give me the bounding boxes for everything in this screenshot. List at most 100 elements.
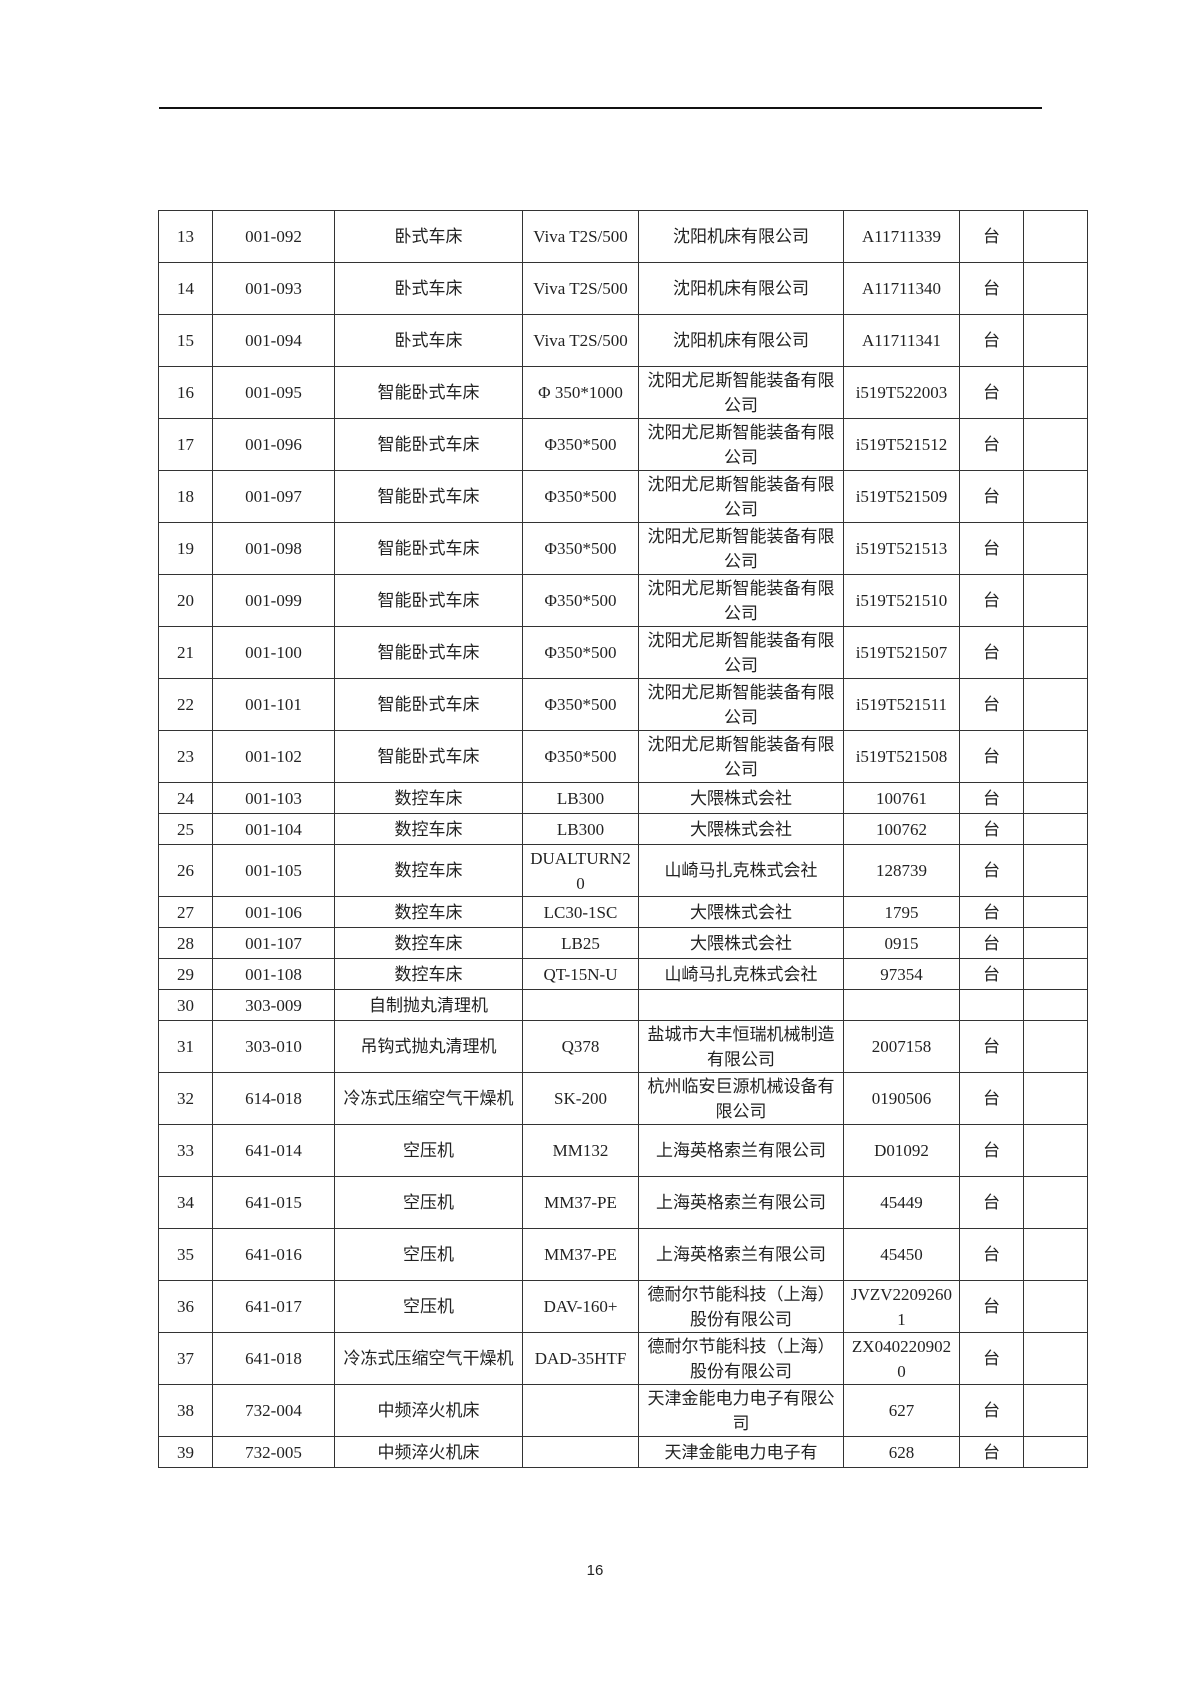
table-cell: 001-100 — [212, 626, 335, 679]
table-cell: Φ350*500 — [522, 730, 639, 783]
table-cell: 23 — [158, 730, 213, 783]
table-cell: Viva T2S/500 — [522, 262, 639, 315]
table-cell: 100762 — [843, 813, 960, 845]
table-cell: 45449 — [843, 1176, 960, 1229]
table-cell: 36 — [158, 1280, 213, 1333]
table-cell: 智能卧式车床 — [334, 730, 523, 783]
table-cell: 山崎马扎克株式会社 — [638, 958, 844, 990]
table-cell — [959, 989, 1024, 1021]
table-cell: 台 — [959, 314, 1024, 367]
table-cell: 732-004 — [212, 1384, 335, 1437]
table-cell: 2007158 — [843, 1020, 960, 1073]
table-cell: 001-104 — [212, 813, 335, 845]
table-cell: 15 — [158, 314, 213, 367]
table-cell — [1023, 896, 1088, 928]
table-cell — [1023, 1020, 1088, 1073]
table-cell: LB300 — [522, 782, 639, 814]
table-cell — [1023, 470, 1088, 523]
table-cell: 沈阳尤尼斯智能装备有限公司 — [638, 418, 844, 471]
table-cell: 001-092 — [212, 210, 335, 263]
table-cell: DAD-35HTF — [522, 1332, 639, 1385]
table-cell: 沈阳尤尼斯智能装备有限公司 — [638, 470, 844, 523]
table-cell: 台 — [959, 1384, 1024, 1437]
table-cell: 中频淬火机床 — [334, 1436, 523, 1468]
table-cell: 德耐尔节能科技（上海）股份有限公司 — [638, 1280, 844, 1333]
table-cell: 732-005 — [212, 1436, 335, 1468]
table-cell: 台 — [959, 813, 1024, 845]
table-cell — [1023, 262, 1088, 315]
table-cell: 智能卧式车床 — [334, 366, 523, 419]
table-cell: 628 — [843, 1436, 960, 1468]
table-cell: 001-096 — [212, 418, 335, 471]
table-cell: 100761 — [843, 782, 960, 814]
table-cell: 台 — [959, 1228, 1024, 1281]
table-cell: 31 — [158, 1020, 213, 1073]
table-cell: MM37-PE — [522, 1176, 639, 1229]
table-cell: MM37-PE — [522, 1228, 639, 1281]
table-cell — [522, 989, 639, 1021]
table-cell: Viva T2S/500 — [522, 314, 639, 367]
table-cell: 台 — [959, 844, 1024, 897]
table-cell — [1023, 927, 1088, 959]
table-cell: 数控车床 — [334, 844, 523, 897]
table-cell: i519T521508 — [843, 730, 960, 783]
table-cell: 627 — [843, 1384, 960, 1437]
table-cell — [1023, 1228, 1088, 1281]
table-cell: 台 — [959, 1332, 1024, 1385]
table-cell: 16 — [158, 366, 213, 419]
table-body: 13 001-092 卧式车床 Viva T2S/500 沈阳机床有限公司 A117113… — [158, 210, 1088, 1468]
table-cell: Φ350*500 — [522, 470, 639, 523]
table-row: 27 001-106 数控车床 LC30-1SC 大隈株式会社 1795 台 — [158, 896, 1088, 928]
table-cell: MM132 — [522, 1124, 639, 1177]
table-cell: 沈阳尤尼斯智能装备有限公司 — [638, 626, 844, 679]
table-cell: 19 — [158, 522, 213, 575]
table-cell: 18 — [158, 470, 213, 523]
table-row: 19 001-098 智能卧式车床 Φ350*500 沈阳尤尼斯智能装备有限公司 i519… — [158, 522, 1088, 575]
table-cell — [843, 989, 960, 1021]
table-row: 26 001-105 数控车床 DUALTURN20 山崎马扎克株式会社 128739 台 — [158, 844, 1088, 897]
table-cell: 27 — [158, 896, 213, 928]
table-cell — [1023, 678, 1088, 731]
table-cell: 001-102 — [212, 730, 335, 783]
table-cell: 数控车床 — [334, 927, 523, 959]
table-cell: 盐城市大丰恒瑞机械制造有限公司 — [638, 1020, 844, 1073]
table-cell — [1023, 1124, 1088, 1177]
table-cell: A11711340 — [843, 262, 960, 315]
header-rule — [159, 107, 1042, 109]
table-cell: Φ 350*1000 — [522, 366, 639, 419]
table-row: 30 303-009 自制抛丸清理机 — [158, 989, 1088, 1021]
table-cell: 上海英格索兰有限公司 — [638, 1176, 844, 1229]
table-cell: 山崎马扎克株式会社 — [638, 844, 844, 897]
table-cell: 台 — [959, 626, 1024, 679]
table-cell: 卧式车床 — [334, 262, 523, 315]
table-cell: 自制抛丸清理机 — [334, 989, 523, 1021]
table-cell: 0190506 — [843, 1072, 960, 1125]
table-cell: 641-016 — [212, 1228, 335, 1281]
table-cell: 智能卧式车床 — [334, 574, 523, 627]
table-cell: 14 — [158, 262, 213, 315]
table-cell: 台 — [959, 470, 1024, 523]
table-cell: 大隈株式会社 — [638, 927, 844, 959]
table-cell: 台 — [959, 418, 1024, 471]
table-row: 33 641-014 空压机 MM132 上海英格索兰有限公司 D01092 台 — [158, 1124, 1088, 1177]
table-cell — [1023, 782, 1088, 814]
table-cell: 沈阳机床有限公司 — [638, 262, 844, 315]
table-cell — [1023, 1384, 1088, 1437]
table-row: 31 303-010 吊钩式抛丸清理机 Q378 盐城市大丰恒瑞机械制造有限公司 2007… — [158, 1020, 1088, 1073]
table-cell: 35 — [158, 1228, 213, 1281]
table-cell: 天津金能电力电子有限公司 — [638, 1384, 844, 1437]
table-cell — [522, 1384, 639, 1437]
table-cell: 台 — [959, 782, 1024, 814]
table-cell: 天津金能电力电子有 — [638, 1436, 844, 1468]
table-cell: 智能卧式车床 — [334, 418, 523, 471]
table-cell: 上海英格索兰有限公司 — [638, 1228, 844, 1281]
table-cell: 台 — [959, 896, 1024, 928]
table-cell — [1023, 989, 1088, 1021]
table-cell: 25 — [158, 813, 213, 845]
table-row: 37 641-018 冷冻式压缩空气干燥机 DAD-35HTF 德耐尔节能科技（上海）股… — [158, 1332, 1088, 1385]
table-row: 16 001-095 智能卧式车床 Φ 350*1000 沈阳尤尼斯智能装备有限公司 i5… — [158, 366, 1088, 419]
table-cell: 22 — [158, 678, 213, 731]
table-cell: 沈阳尤尼斯智能装备有限公司 — [638, 678, 844, 731]
table-cell — [1023, 418, 1088, 471]
table-cell: 台 — [959, 1436, 1024, 1468]
